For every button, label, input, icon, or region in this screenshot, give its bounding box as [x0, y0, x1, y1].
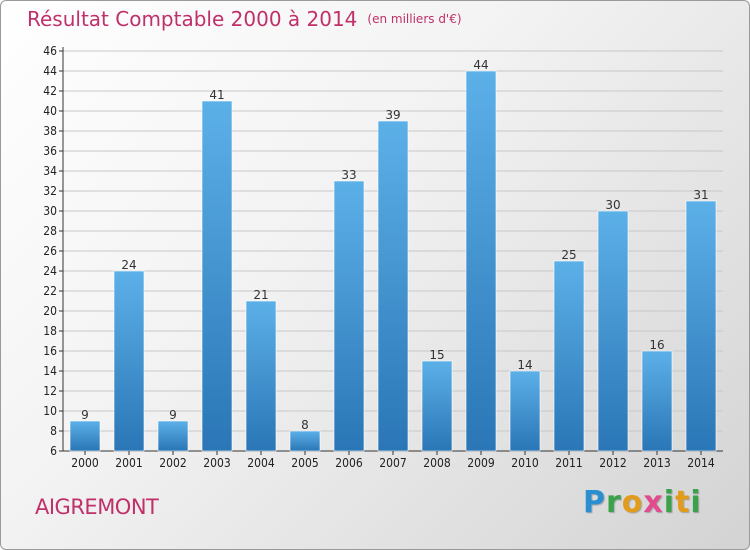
data-label-2001: 24: [121, 258, 136, 272]
y-tick-label-12: 12: [43, 384, 57, 398]
bars: [69, 70, 717, 452]
x-tick-label-2000: 2000: [71, 456, 99, 470]
bar-2003: [201, 100, 233, 452]
x-tick-label-2012: 2012: [599, 456, 626, 470]
y-tick-label-14: 14: [43, 364, 57, 378]
bar-2014: [685, 200, 717, 452]
data-label-2013: 16: [649, 338, 664, 352]
y-tick-label-38: 38: [43, 124, 57, 138]
data-label-2011: 25: [561, 248, 576, 262]
x-tick-labels: 2000 2001 2002 2003 2004 2005 2006 2007 2008 2009…: [71, 451, 715, 470]
x-tick-label-2014: 2014: [687, 456, 715, 470]
y-tick-label-16: 16: [43, 344, 57, 358]
y-tick-label-20: 20: [43, 304, 57, 318]
bar-2007: [377, 120, 409, 452]
y-tick-label-22: 22: [43, 284, 57, 298]
chart-title: Résultat Comptable 2000 à 2014 (en millie…: [27, 7, 462, 31]
x-tick-label-2011: 2011: [555, 456, 582, 470]
y-tick-label-28: 28: [43, 224, 57, 238]
x-tick-label-2003: 2003: [203, 456, 230, 470]
data-label-2003: 41: [209, 88, 224, 102]
y-tick-label-40: 40: [43, 104, 57, 118]
logo-letter: t: [675, 485, 691, 520]
y-tick-label-36: 36: [43, 144, 57, 158]
y-tick-label-8: 8: [50, 424, 57, 438]
data-label-2004: 21: [253, 288, 268, 302]
bar-2011: [553, 260, 585, 452]
bar-2005: [289, 430, 321, 452]
data-label-2012: 30: [605, 198, 620, 212]
bar-2009: [465, 70, 497, 452]
y-tick-label-34: 34: [43, 164, 57, 178]
data-label-2010: 14: [517, 358, 532, 372]
data-label-2000: 9: [81, 408, 89, 422]
x-tick-label-2008: 2008: [423, 456, 451, 470]
x-tick-label-2001: 2001: [115, 456, 142, 470]
x-tick-label-2004: 2004: [247, 456, 275, 470]
x-tick-label-2010: 2010: [511, 456, 539, 470]
data-label-2007: 39: [385, 108, 400, 122]
bar-2010: [509, 370, 541, 452]
bar-2004: [245, 300, 277, 452]
data-labels: 9 24 9 41 21 8 33 39 15 44 14 25 30 16 31: [81, 58, 708, 432]
chart-title-text: Résultat Comptable 2000 à 2014: [27, 7, 358, 31]
y-tick-label-42: 42: [43, 84, 57, 98]
data-label-2002: 9: [169, 408, 177, 422]
x-tick-label-2005: 2005: [291, 456, 318, 470]
data-label-2005: 8: [301, 418, 309, 432]
chart-unit-label: (en milliers d'€): [367, 12, 462, 26]
x-tick-label-2006: 2006: [335, 456, 363, 470]
y-tick-label-46: 46: [43, 44, 57, 58]
x-tick-label-2002: 2002: [159, 456, 186, 470]
bar-2002: [157, 420, 189, 452]
data-label-2014: 31: [693, 188, 708, 202]
x-tick-label-2013: 2013: [643, 456, 670, 470]
bar-2000: [69, 420, 101, 452]
commune-name: AIGREMONT: [35, 495, 159, 519]
data-label-2009: 44: [473, 58, 488, 72]
data-label-2006: 33: [341, 168, 356, 182]
logo-letter: r: [606, 485, 622, 520]
proxiti-logo: Proxiti: [583, 485, 702, 520]
bar-2001: [113, 270, 145, 452]
logo-letter: x: [643, 485, 664, 520]
bar-2008: [421, 360, 453, 452]
data-label-2008: 15: [429, 348, 444, 362]
y-tick-label-44: 44: [43, 64, 57, 78]
bar-2012: [597, 210, 629, 452]
y-tick-label-26: 26: [43, 244, 57, 258]
y-tick-label-32: 32: [43, 184, 57, 198]
logo-letter: i: [663, 485, 676, 520]
y-tick-label-10: 10: [43, 404, 57, 418]
y-tick-labels: 6 8 10 12 14 16 18 20 22 24 26 28 30 32 34 36 38 40 42 44 46: [43, 44, 57, 458]
y-tick-label-6: 6: [50, 444, 57, 458]
bar-2006: [333, 180, 365, 452]
logo-letter: P: [583, 485, 606, 520]
bar-2013: [641, 350, 673, 452]
x-tick-label-2009: 2009: [467, 456, 495, 470]
y-tick-label-30: 30: [43, 204, 57, 218]
x-tick-label-2007: 2007: [379, 456, 406, 470]
logo-letter: o: [621, 485, 644, 520]
y-tick-label-24: 24: [43, 264, 57, 278]
y-tick-label-18: 18: [43, 324, 57, 338]
logo-letter: i: [690, 485, 702, 520]
